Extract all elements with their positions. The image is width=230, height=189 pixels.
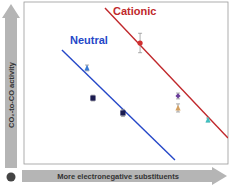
data-point xyxy=(120,110,125,115)
error-bar xyxy=(121,109,125,116)
y-axis-arrow xyxy=(2,4,20,168)
plot-marks xyxy=(62,8,228,160)
trend-line xyxy=(62,50,175,160)
y-axis-label: CO₂-to-CO activity xyxy=(7,61,16,128)
error-bar xyxy=(138,33,142,52)
data-point xyxy=(175,105,180,111)
series-label: Cationic xyxy=(113,5,156,17)
series-label: Neutral xyxy=(70,34,108,46)
chart: CO₂-to-CO activity More electronegative s… xyxy=(0,0,230,189)
data-point xyxy=(205,117,210,123)
data-point xyxy=(90,95,95,100)
x-axis-arrow xyxy=(22,167,227,185)
data-point xyxy=(175,93,180,98)
x-axis-label: More electronegative substituents xyxy=(57,172,179,181)
error-bar xyxy=(176,93,180,99)
error-bar xyxy=(85,65,89,71)
plot-frame xyxy=(24,2,228,164)
data-point xyxy=(137,40,142,45)
error-bar xyxy=(91,95,95,101)
error-bar xyxy=(176,104,180,112)
data-point xyxy=(84,65,89,71)
trend-line xyxy=(105,8,228,138)
origin-dot xyxy=(7,173,16,182)
